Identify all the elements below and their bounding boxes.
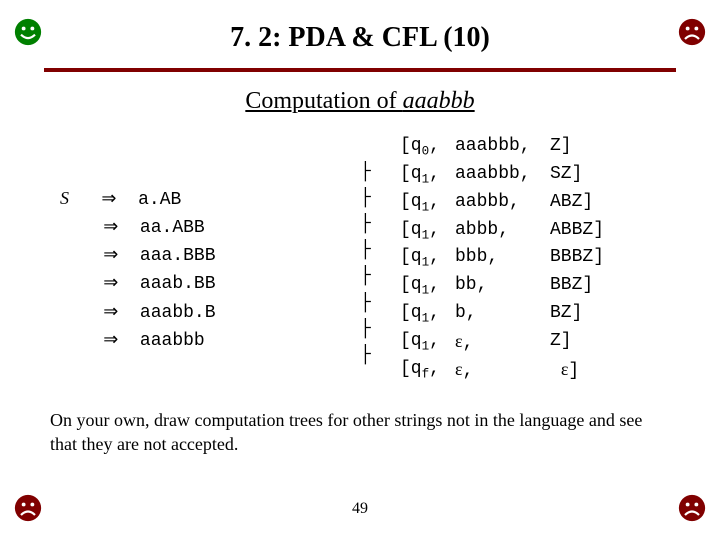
- state-cell: [q1,: [400, 328, 455, 356]
- state-cell: [q1,: [400, 300, 455, 328]
- turnstile-cell: [360, 133, 400, 159]
- derivation-row: [60, 354, 360, 380]
- input-cell: aaabbb,: [455, 161, 550, 189]
- turnstile-cell: ├: [360, 237, 400, 263]
- state-cell: [q0,: [400, 133, 455, 161]
- derivation-start: S: [60, 188, 69, 208]
- stack-cell: ε]: [550, 356, 579, 384]
- state-cell: [qf,: [400, 356, 455, 384]
- input-cell: ε,: [455, 328, 550, 356]
- sad-face-icon: [678, 18, 706, 46]
- stack-cell: Z]: [550, 328, 572, 356]
- turnstile-cell: ├: [360, 211, 400, 237]
- turnstile-cell: ├: [360, 316, 400, 342]
- arrow-icon: ⇒: [103, 244, 118, 264]
- arrow-icon: ⇒: [101, 188, 116, 208]
- subtitle-text: Computation of: [245, 88, 402, 114]
- subtitle: Computation of aaabbb: [0, 88, 720, 115]
- turnstile-cell: ├: [360, 290, 400, 316]
- turnstile-cell: ├: [360, 159, 400, 185]
- stack-cell: BZ]: [550, 300, 582, 328]
- title-divider: [44, 68, 676, 72]
- derivation-row: ⇒ aa.ABB: [60, 213, 360, 241]
- input-cell: aabbb,: [455, 189, 550, 217]
- turnstile-column: ├ ├ ├ ├ ├ ├ ├ ├: [360, 133, 400, 384]
- derivation-row: ⇒ aaabb.B: [60, 298, 360, 326]
- input-cell: ε,: [455, 356, 550, 384]
- computation-row: [q1,bbb,BBBZ]: [400, 244, 604, 272]
- derivation-step: aaab.BB: [140, 274, 216, 294]
- state-cell: [q1,: [400, 272, 455, 300]
- derivation-row: [60, 133, 360, 159]
- arrow-icon: ⇒: [103, 301, 118, 321]
- stack-cell: ABZ]: [550, 189, 593, 217]
- computation-column: [q0,aaabbb,Z][q1,aaabbb,SZ][q1,aabbb,ABZ…: [400, 133, 604, 384]
- turnstile-cell: ├: [360, 342, 400, 368]
- input-cell: aaabbb,: [455, 133, 550, 161]
- computation-row: [q1,bb,BBZ]: [400, 272, 604, 300]
- derivation-row: ⇒ aaa.BBB: [60, 241, 360, 269]
- derivation-row: ⇒ aaabbb: [60, 326, 360, 354]
- stack-cell: BBZ]: [550, 272, 593, 300]
- stack-cell: BBBZ]: [550, 244, 604, 272]
- derivation-row: [60, 159, 360, 185]
- stack-cell: SZ]: [550, 161, 582, 189]
- turnstile-cell: ├: [360, 263, 400, 289]
- derivation-column: S ⇒ a.AB ⇒ aa.ABB ⇒ aaa.BBB ⇒ aaab.BB ⇒ …: [60, 133, 360, 384]
- state-cell: [q1,: [400, 244, 455, 272]
- page-number: 49: [0, 500, 720, 518]
- derivation-row: ⇒ aaab.BB: [60, 269, 360, 297]
- computation-row: [q1,ε,Z]: [400, 328, 604, 356]
- stack-cell: ABBZ]: [550, 217, 604, 245]
- stack-cell: Z]: [550, 133, 572, 161]
- derivation-step: aaabb.B: [140, 303, 216, 323]
- derivation-row: S ⇒ a.AB: [60, 185, 360, 213]
- derivation-step: a.AB: [138, 190, 181, 210]
- instruction-note: On your own, draw computation trees for …: [50, 408, 670, 457]
- computation-row: [q1,abbb,ABBZ]: [400, 217, 604, 245]
- derivation-step: aa.ABB: [140, 218, 205, 238]
- content-area: S ⇒ a.AB ⇒ aa.ABB ⇒ aaa.BBB ⇒ aaab.BB ⇒ …: [60, 133, 670, 384]
- state-cell: [q1,: [400, 217, 455, 245]
- state-cell: [q1,: [400, 161, 455, 189]
- happy-face-icon: [14, 18, 42, 46]
- subtitle-string: aaabbb: [403, 88, 475, 114]
- input-cell: b,: [455, 300, 550, 328]
- input-cell: bb,: [455, 272, 550, 300]
- computation-row: [q1,aabbb,ABZ]: [400, 189, 604, 217]
- input-cell: abbb,: [455, 217, 550, 245]
- arrow-icon: ⇒: [103, 272, 118, 292]
- turnstile-cell: ├: [360, 185, 400, 211]
- state-cell: [q1,: [400, 189, 455, 217]
- input-cell: bbb,: [455, 244, 550, 272]
- slide-title: 7. 2: PDA & CFL (10): [0, 0, 720, 54]
- computation-row: [q0,aaabbb,Z]: [400, 133, 604, 161]
- derivation-step: aaabbb: [140, 331, 205, 351]
- computation-row: [qf,ε, ε]: [400, 356, 604, 384]
- derivation-step: aaa.BBB: [140, 246, 216, 266]
- computation-row: [q1,aaabbb,SZ]: [400, 161, 604, 189]
- computation-row: [q1,b,BZ]: [400, 300, 604, 328]
- arrow-icon: ⇒: [103, 216, 118, 236]
- arrow-icon: ⇒: [103, 329, 118, 349]
